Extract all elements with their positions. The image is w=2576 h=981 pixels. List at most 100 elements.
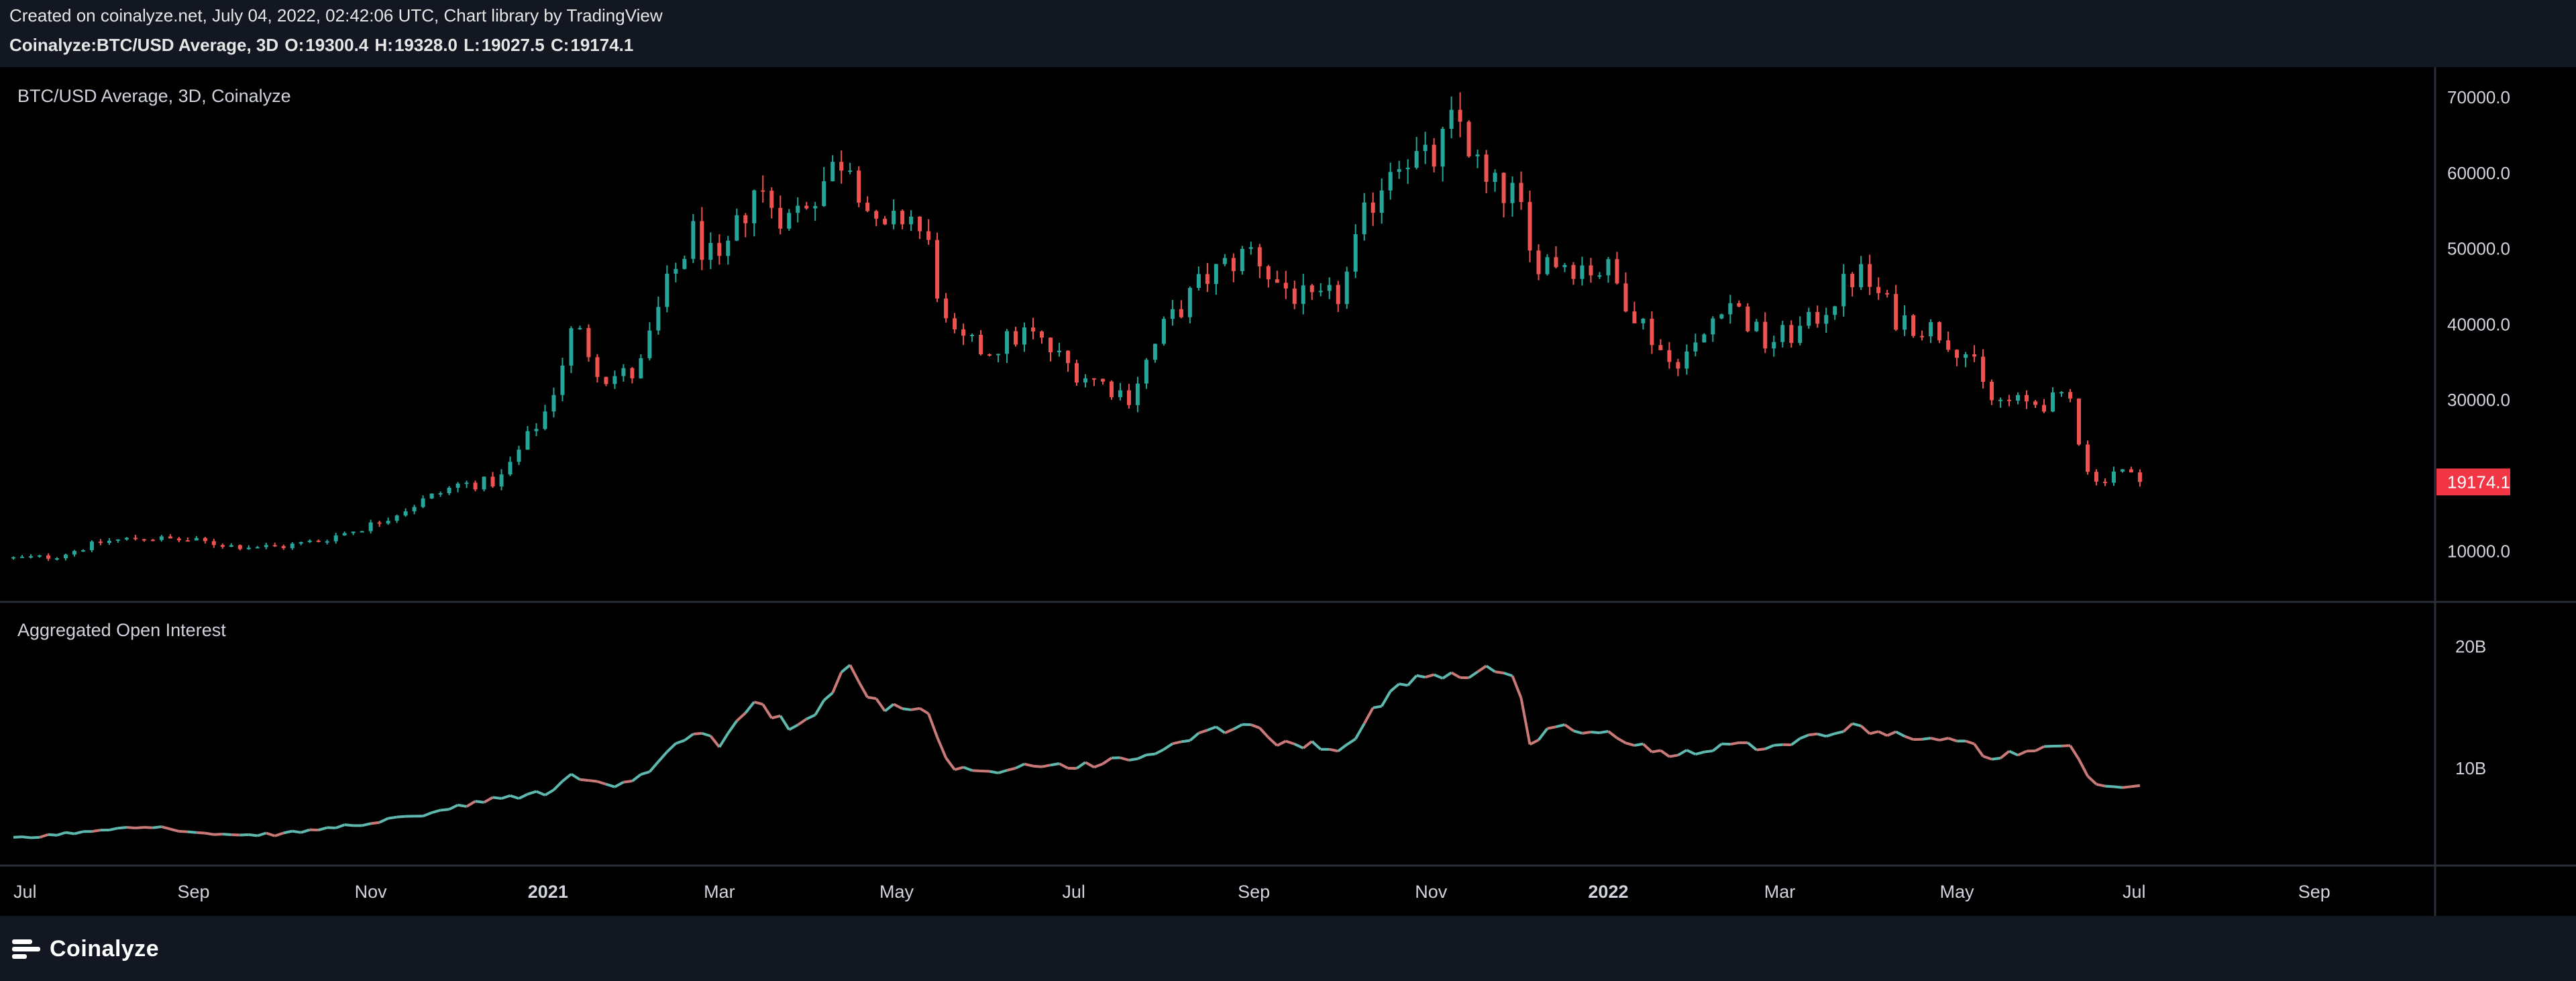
price-axis[interactable]: 70000.060000.050000.040000.030000.020000… <box>2436 87 2510 562</box>
candle <box>1763 312 1768 354</box>
candle <box>1737 300 1741 307</box>
open-interest-line-segment <box>1146 752 1156 757</box>
candle-body <box>2016 395 2021 401</box>
candle <box>386 517 390 525</box>
open-interest-line-segment <box>709 735 720 748</box>
candle-body <box>89 541 94 550</box>
candle-body <box>656 307 661 331</box>
open-interest-line-segment <box>1625 741 1635 747</box>
candle-body <box>1580 265 1585 279</box>
price-tick-label: 10000.0 <box>2447 541 2510 562</box>
candle-body <box>159 536 164 540</box>
candle <box>325 539 329 545</box>
candle <box>682 255 687 270</box>
candle <box>1981 349 1986 389</box>
candle <box>194 535 199 541</box>
candle-body <box>1405 167 1410 170</box>
open-interest-line-segment <box>274 831 284 837</box>
footer: Coinalyze <box>0 916 2576 981</box>
candle-body <box>1065 350 1070 364</box>
open-interest-line-segment <box>135 825 145 830</box>
candle <box>813 201 818 221</box>
chart-area[interactable]: 70000.060000.050000.040000.030000.020000… <box>0 67 2576 916</box>
candle <box>429 493 434 499</box>
open-interest-line-segment <box>440 808 449 812</box>
open-interest-line-segment <box>109 827 119 831</box>
open-interest-line-segment <box>631 773 642 782</box>
candle-body <box>1414 151 1419 168</box>
candle <box>1972 345 1977 362</box>
candle-body <box>1571 264 1576 279</box>
candle <box>1484 150 1489 194</box>
price-tick-label: 40000.0 <box>2447 314 2510 334</box>
candle-body <box>176 538 181 541</box>
open-interest-line-segment <box>1537 727 1549 741</box>
candle <box>2068 389 2073 403</box>
candle <box>438 491 443 497</box>
symbol-label: Coinalyze:BTC/USD Average, 3D <box>9 35 279 55</box>
open-interest-line-segment <box>2104 784 2114 788</box>
open-interest-line-segment <box>2017 750 2027 757</box>
candle <box>578 325 582 330</box>
open-interest-pane[interactable] <box>13 664 2141 839</box>
candle <box>412 505 417 515</box>
open-interest-line-segment <box>1878 730 1888 737</box>
price-pane[interactable] <box>11 92 2142 561</box>
candle-body <box>839 162 844 171</box>
open-interest-line-segment <box>1712 743 1723 752</box>
candle <box>1902 305 1907 336</box>
chart-canvas[interactable]: 70000.060000.050000.040000.030000.020000… <box>0 67 2576 916</box>
candle <box>1658 339 1663 351</box>
candle-body <box>229 545 233 547</box>
open-interest-line-segment <box>919 707 930 715</box>
candle-body <box>403 511 408 516</box>
open-interest-line-segment <box>1973 743 1984 758</box>
candle <box>107 538 111 546</box>
candle-body <box>482 476 486 490</box>
open-interest-line-segment <box>30 835 40 839</box>
candle-body <box>857 170 861 203</box>
candle <box>447 486 451 496</box>
candle <box>1650 311 1654 354</box>
candle-body <box>1807 311 1811 326</box>
open-interest-line-segment <box>248 833 258 837</box>
candle-body <box>1615 259 1619 284</box>
open-interest-line-segment <box>1172 740 1182 745</box>
candle-body <box>682 258 687 269</box>
candle-body <box>1964 354 1968 358</box>
candle <box>1388 162 1393 200</box>
candle <box>508 456 513 476</box>
candle <box>909 210 914 231</box>
candle-body <box>1632 311 1637 323</box>
candle-body <box>1475 154 1480 157</box>
coinalyze-logo[interactable]: Coinalyze <box>12 932 159 966</box>
open-interest-line-segment <box>1329 747 1339 753</box>
candle <box>1014 326 1018 347</box>
high-label: H: <box>374 35 393 55</box>
candle <box>1780 321 1785 348</box>
open-interest-tick-label: 10B <box>2455 758 2486 778</box>
open-interest-line-segment <box>2113 785 2123 789</box>
candle <box>1606 256 1611 283</box>
candle-body <box>325 541 329 543</box>
time-axis[interactable]: Jul Sep Nov 2021 Mar May Jul Sep Nov 2022 Mar May Ju… <box>13 882 2330 902</box>
candle <box>2129 466 2133 473</box>
candle <box>534 423 539 437</box>
candle-body <box>726 240 731 256</box>
open-interest-line-segment <box>178 829 188 833</box>
candle <box>551 387 556 418</box>
open-interest-line-segment <box>1869 730 1879 735</box>
candle <box>1109 380 1114 400</box>
candle-body <box>1850 274 1855 288</box>
candle-body <box>1536 250 1541 274</box>
open-interest-axis[interactable]: 20B 10B <box>2455 636 2486 778</box>
open-interest-line-segment <box>727 720 738 734</box>
candle <box>28 554 33 559</box>
candle-body <box>1423 144 1428 152</box>
open-interest-line-segment <box>684 733 694 742</box>
candle-body <box>1458 109 1462 122</box>
candle <box>1135 376 1140 413</box>
open-interest-line-segment <box>849 664 860 682</box>
open-interest-line-segment <box>971 769 981 772</box>
candle <box>1702 333 1707 343</box>
